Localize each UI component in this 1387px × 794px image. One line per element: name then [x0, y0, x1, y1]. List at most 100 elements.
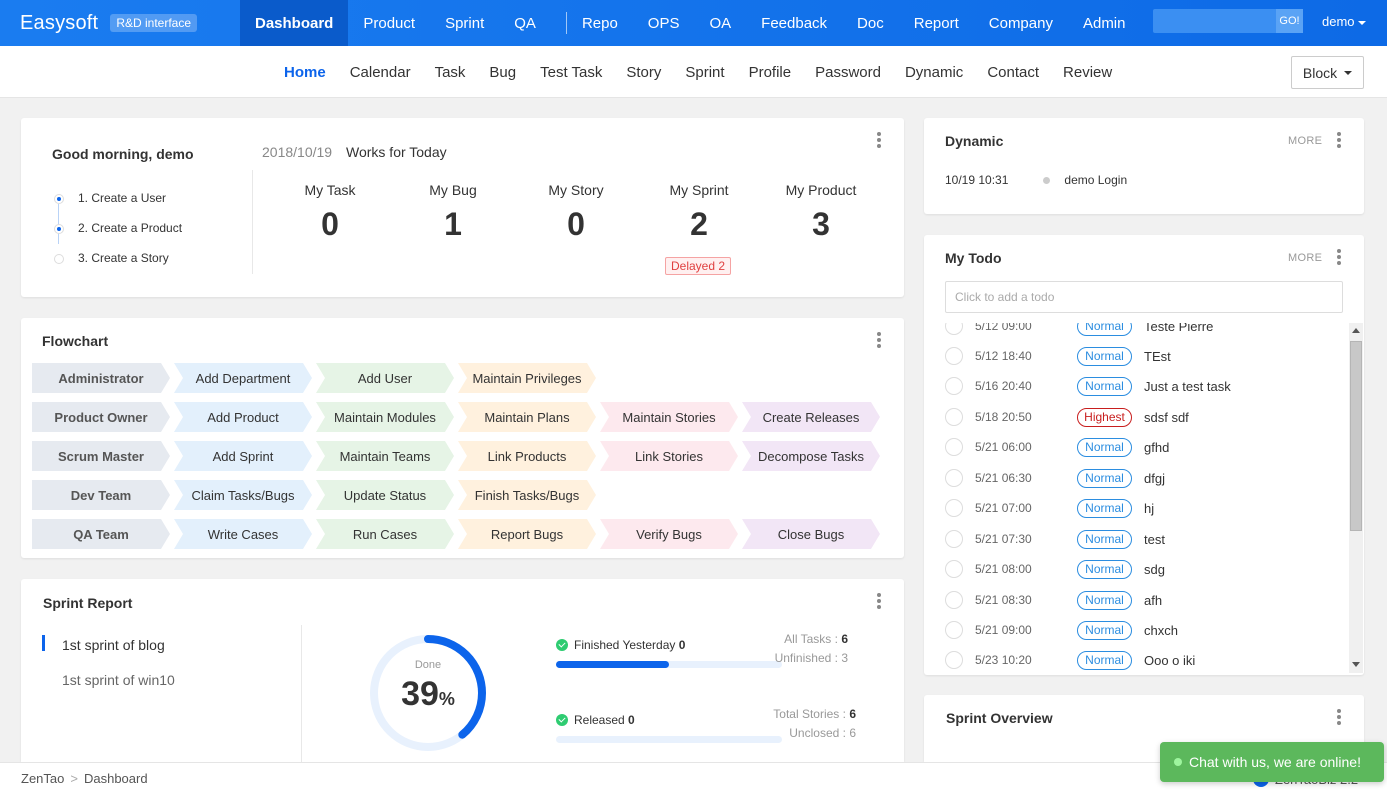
step-create-user[interactable]: 1. Create a User [54, 183, 182, 213]
subnav-home[interactable]: Home [284, 63, 326, 81]
todo-name[interactable]: TEst [1144, 348, 1171, 364]
subnav-profile[interactable]: Profile [748, 63, 792, 81]
todo-item[interactable]: 5/21 06:00 Normal gfhd [945, 432, 1345, 462]
stat-my-task[interactable]: My Task 0 [275, 182, 385, 243]
sprint-item[interactable]: 1st sprint of blog [42, 627, 175, 662]
subnav-bug[interactable]: Bug [489, 63, 517, 81]
flow-step[interactable]: Create Releases [742, 402, 880, 432]
flow-step[interactable]: Maintain Modules [316, 402, 454, 432]
subnav-test-task[interactable]: Test Task [540, 63, 603, 81]
more-vertical-icon[interactable] [1337, 709, 1341, 725]
flow-step[interactable]: Add Department [174, 363, 312, 393]
todo-item[interactable]: 5/21 08:30 Normal afh [945, 585, 1345, 615]
nav-product[interactable]: Product [363, 14, 416, 32]
nav-company[interactable]: Company [988, 14, 1053, 32]
flow-step[interactable]: Write Cases [174, 519, 312, 549]
subnav-task[interactable]: Task [434, 63, 466, 81]
todo-item[interactable]: 5/21 09:00 Normal chxch [945, 615, 1345, 645]
todo-checkbox[interactable] [945, 651, 963, 669]
subnav-story[interactable]: Story [626, 63, 662, 81]
sprint-item[interactable]: 1st sprint of win10 [62, 671, 175, 688]
more-vertical-icon[interactable] [877, 132, 881, 148]
flow-step[interactable]: Maintain Privileges [458, 363, 596, 393]
subnav-calendar[interactable]: Calendar [349, 63, 411, 81]
todo-checkbox[interactable] [945, 408, 963, 426]
search-go-button[interactable]: GO! [1276, 9, 1303, 33]
todo-name[interactable]: chxch [1144, 622, 1178, 638]
subnav-contact[interactable]: Contact [987, 63, 1040, 81]
flow-step[interactable]: Maintain Plans [458, 402, 596, 432]
interface-badge[interactable]: R&D interface [110, 14, 198, 32]
todo-item[interactable]: 5/21 07:00 Normal hj [945, 493, 1345, 523]
dynamic-more-link[interactable]: MORE [1288, 135, 1323, 147]
todo-checkbox[interactable] [945, 438, 963, 456]
flow-step[interactable]: Link Products [458, 441, 596, 471]
flow-step[interactable]: Claim Tasks/Bugs [174, 480, 312, 510]
stat-my-bug[interactable]: My Bug 1 [398, 182, 508, 243]
todo-checkbox[interactable] [945, 499, 963, 517]
todo-item[interactable]: 5/21 07:30 Normal test [945, 524, 1345, 554]
todo-checkbox[interactable] [945, 377, 963, 395]
todo-checkbox[interactable] [945, 323, 963, 335]
dynamic-entry[interactable]: 10/19 10:31 demo Login [945, 173, 1127, 187]
todo-item[interactable]: 5/23 10:20 Normal Ooo o iki [945, 645, 1345, 673]
todo-name[interactable]: sdsf sdf [1144, 409, 1189, 425]
more-vertical-icon[interactable] [877, 593, 881, 609]
nav-oa[interactable]: OA [709, 14, 732, 32]
flow-step[interactable]: Add User [316, 363, 454, 393]
breadcrumb-dashboard[interactable]: Dashboard [83, 771, 148, 786]
scroll-up-icon[interactable] [1352, 328, 1360, 333]
todo-scrollbar[interactable] [1349, 323, 1363, 673]
block-button[interactable]: Block [1291, 56, 1364, 89]
brand[interactable]: Easysoft R&D interface [0, 0, 240, 46]
flow-step[interactable]: Maintain Stories [600, 402, 738, 432]
todo-name[interactable]: test [1144, 531, 1165, 547]
todo-item[interactable]: 5/12 18:40 Normal TEst [945, 341, 1345, 371]
user-menu[interactable]: demo [1322, 14, 1366, 29]
flow-step[interactable]: Verify Bugs [600, 519, 738, 549]
add-todo-input[interactable]: Click to add a todo [945, 281, 1343, 313]
todo-name[interactable]: dfgj [1144, 470, 1165, 486]
nav-report[interactable]: Report [913, 14, 959, 32]
stat-my-story[interactable]: My Story 0 [521, 182, 631, 243]
flow-step[interactable]: Run Cases [316, 519, 454, 549]
todo-checkbox[interactable] [945, 530, 963, 548]
todo-checkbox[interactable] [945, 347, 963, 365]
todo-checkbox[interactable] [945, 591, 963, 609]
flow-step[interactable]: Close Bugs [742, 519, 880, 549]
todo-item[interactable]: 5/18 20:50 Highest sdsf sdf [945, 402, 1345, 432]
todo-more-link[interactable]: MORE [1288, 252, 1323, 264]
chat-button[interactable]: Chat with us, we are online! [1160, 742, 1384, 782]
flow-step[interactable]: Finish Tasks/Bugs [458, 480, 596, 510]
flow-step[interactable]: Add Sprint [174, 441, 312, 471]
more-vertical-icon[interactable] [1337, 132, 1341, 148]
more-vertical-icon[interactable] [1337, 249, 1341, 265]
nav-dashboard[interactable]: Dashboard [240, 0, 349, 46]
flow-step[interactable]: Report Bugs [458, 519, 596, 549]
todo-checkbox[interactable] [945, 469, 963, 487]
todo-name[interactable]: gfhd [1144, 439, 1170, 455]
todo-checkbox[interactable] [945, 621, 963, 639]
step-create-story[interactable]: 3. Create a Story [54, 243, 182, 273]
subnav-sprint[interactable]: Sprint [685, 63, 725, 81]
todo-item[interactable]: 5/21 08:00 Normal sdg [945, 554, 1345, 584]
todo-name[interactable]: hj [1144, 500, 1155, 516]
breadcrumb-zentao[interactable]: ZenTao [21, 771, 65, 786]
nav-repo[interactable]: Repo [581, 14, 618, 32]
stat-my-product[interactable]: My Product 3 [766, 182, 876, 243]
subnav-review[interactable]: Review [1063, 63, 1113, 81]
scroll-down-icon[interactable] [1352, 662, 1360, 667]
todo-item[interactable]: 5/21 06:30 Normal dfgj [945, 463, 1345, 493]
nav-admin[interactable]: Admin [1082, 14, 1126, 32]
flow-step[interactable]: Decompose Tasks [742, 441, 880, 471]
todo-name[interactable]: sdg [1144, 561, 1165, 577]
todo-name[interactable]: afh [1144, 592, 1163, 608]
nav-feedback[interactable]: Feedback [761, 14, 828, 32]
todo-name[interactable]: Just a test task [1144, 378, 1231, 394]
todo-checkbox[interactable] [945, 560, 963, 578]
nav-doc[interactable]: Doc [857, 14, 884, 32]
subnav-dynamic[interactable]: Dynamic [904, 63, 964, 81]
flow-step[interactable]: Maintain Teams [316, 441, 454, 471]
more-vertical-icon[interactable] [877, 332, 881, 348]
nav-ops[interactable]: OPS [647, 14, 680, 32]
